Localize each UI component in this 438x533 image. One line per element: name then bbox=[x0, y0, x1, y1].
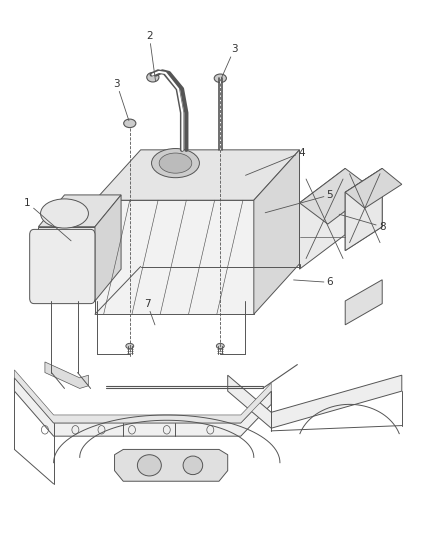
Text: 3: 3 bbox=[113, 78, 129, 120]
Ellipse shape bbox=[216, 343, 224, 349]
FancyBboxPatch shape bbox=[30, 229, 95, 304]
Ellipse shape bbox=[159, 153, 192, 173]
Text: 4: 4 bbox=[246, 148, 305, 175]
Polygon shape bbox=[95, 200, 254, 314]
Ellipse shape bbox=[183, 456, 203, 474]
Polygon shape bbox=[254, 150, 300, 314]
Polygon shape bbox=[95, 195, 121, 301]
Polygon shape bbox=[300, 168, 374, 224]
Polygon shape bbox=[14, 370, 271, 423]
Ellipse shape bbox=[214, 74, 226, 83]
Text: 6: 6 bbox=[293, 277, 333, 287]
Ellipse shape bbox=[126, 343, 134, 349]
Ellipse shape bbox=[147, 72, 159, 82]
Ellipse shape bbox=[41, 199, 88, 228]
Ellipse shape bbox=[124, 119, 136, 127]
Ellipse shape bbox=[138, 455, 161, 476]
Text: 8: 8 bbox=[339, 214, 385, 232]
Polygon shape bbox=[345, 280, 382, 325]
Text: 7: 7 bbox=[144, 298, 155, 325]
Ellipse shape bbox=[152, 149, 199, 177]
Polygon shape bbox=[345, 168, 402, 208]
Polygon shape bbox=[45, 362, 88, 389]
Polygon shape bbox=[345, 168, 382, 251]
Text: 2: 2 bbox=[146, 31, 155, 81]
Text: 3: 3 bbox=[220, 44, 237, 81]
Text: 1: 1 bbox=[24, 198, 71, 241]
Polygon shape bbox=[300, 168, 345, 269]
Polygon shape bbox=[228, 375, 402, 428]
Polygon shape bbox=[115, 449, 228, 481]
Text: 5: 5 bbox=[265, 190, 333, 213]
Polygon shape bbox=[39, 195, 121, 227]
Polygon shape bbox=[95, 150, 300, 200]
Polygon shape bbox=[14, 378, 271, 436]
Polygon shape bbox=[39, 227, 95, 301]
